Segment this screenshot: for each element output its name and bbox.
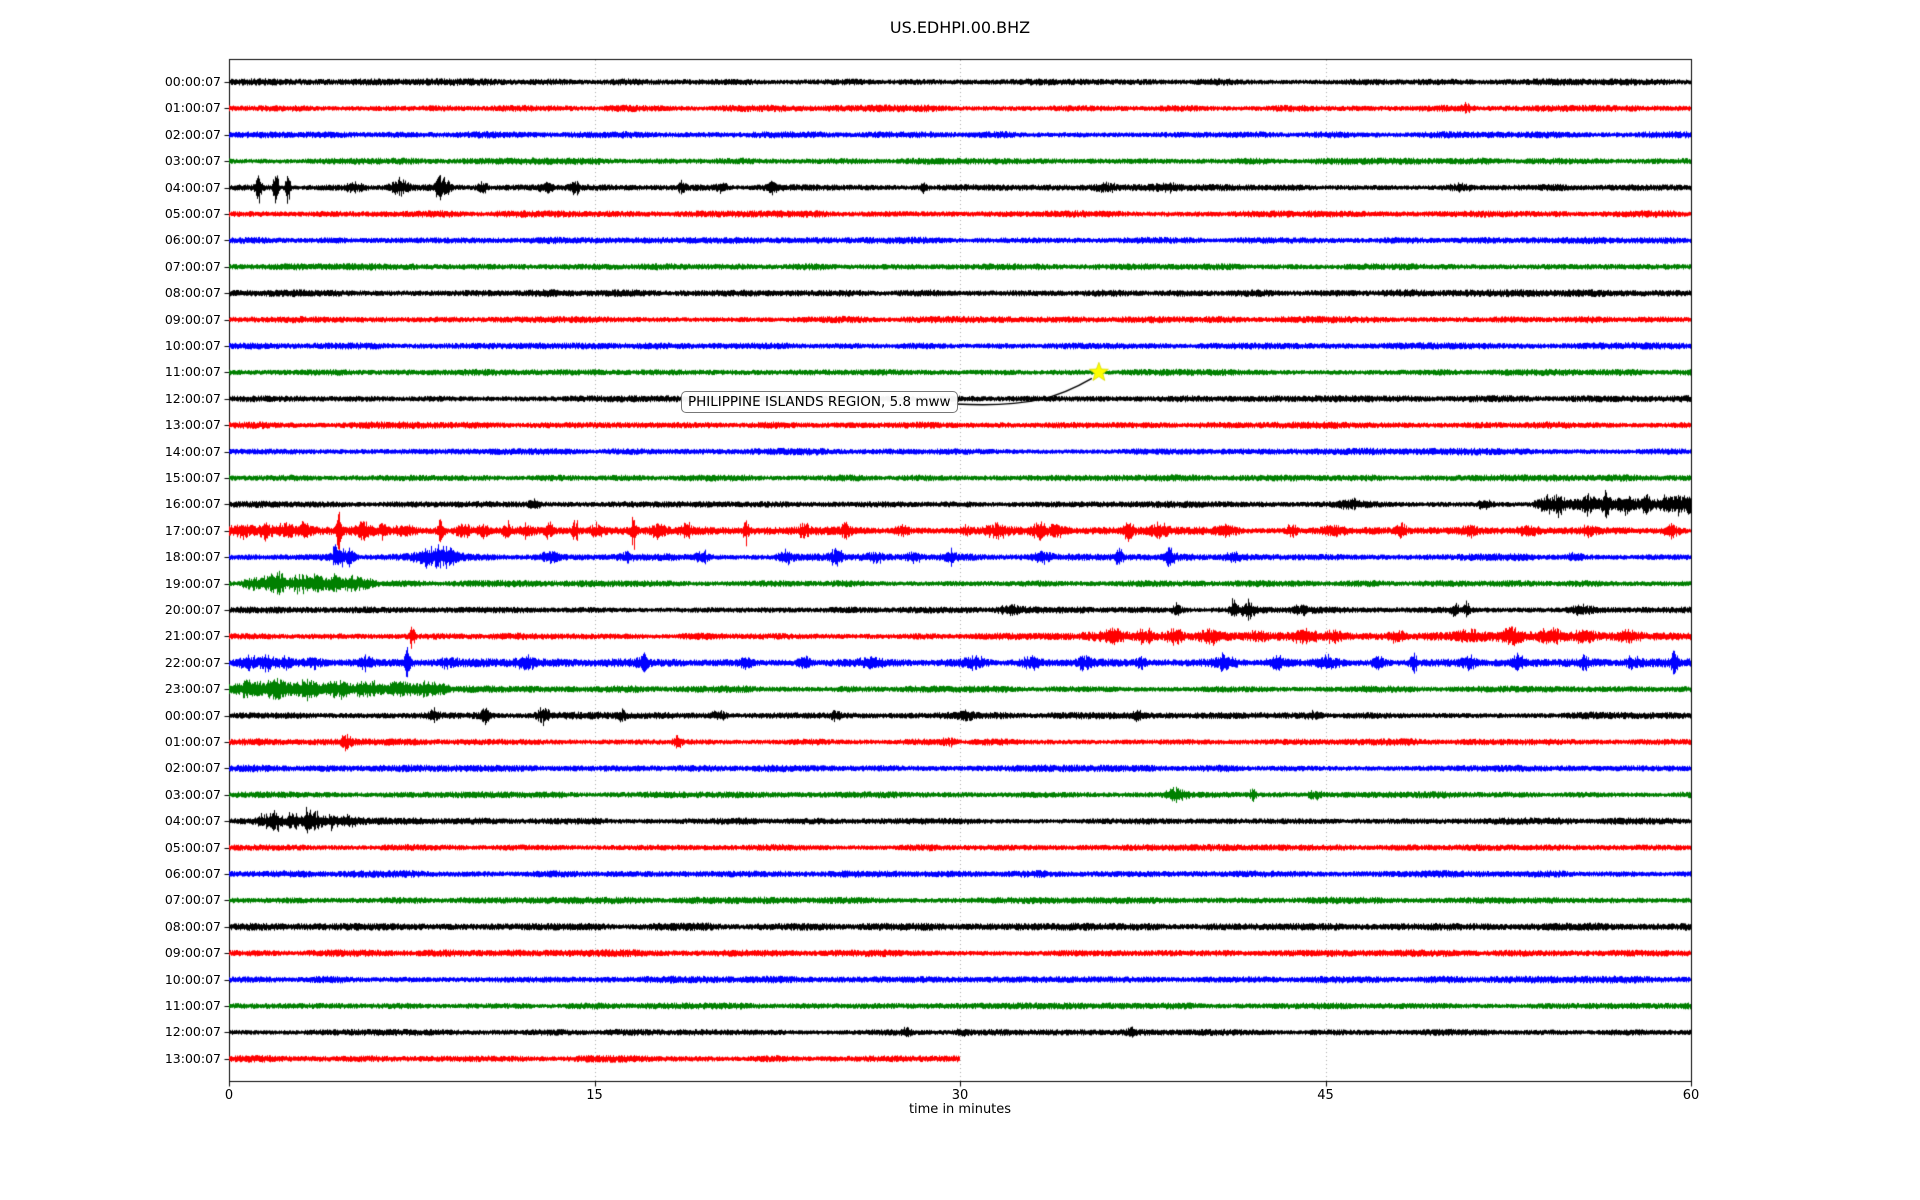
row-label: 04:00:07 (164, 179, 221, 195)
xtick-label: 15 (586, 1088, 603, 1103)
row-label: 06:00:07 (164, 232, 221, 248)
row-label: 12:00:07 (164, 390, 221, 406)
row-label: 11:00:07 (164, 364, 221, 380)
xtick-label: 30 (951, 1088, 969, 1103)
row-label: 02:00:07 (164, 126, 221, 142)
row-label: 22:00:07 (164, 654, 221, 670)
row-label: 03:00:07 (164, 786, 221, 802)
row-label: 13:00:07 (164, 1050, 221, 1066)
row-label: 18:00:07 (164, 549, 221, 565)
row-label: 00:00:07 (164, 74, 221, 89)
row-label: 02:00:07 (164, 760, 221, 776)
row-label: 13:00:07 (164, 417, 221, 433)
row-label: 12:00:07 (164, 1024, 221, 1040)
row-label: 19:00:07 (164, 575, 221, 591)
xtick-label: 45 (1317, 1088, 1334, 1103)
row-label: 00:00:07 (164, 707, 221, 723)
row-label: 16:00:07 (164, 496, 221, 512)
row-label: 11:00:07 (164, 998, 221, 1013)
row-label: 05:00:07 (164, 839, 221, 855)
event-annotation-label: PHILIPPINE ISLANDS REGION, 5.8 mww (681, 391, 958, 413)
row-label: 10:00:07 (164, 338, 221, 353)
row-label: 20:00:07 (164, 602, 221, 617)
row-label: 17:00:07 (164, 522, 221, 538)
row-label: 08:00:07 (164, 285, 221, 301)
row-label: 07:00:07 (164, 258, 221, 274)
row-label: 08:00:07 (164, 918, 221, 934)
row-label: 01:00:07 (164, 100, 221, 116)
row-label: 03:00:07 (164, 153, 221, 169)
row-label: 05:00:07 (164, 206, 221, 221)
plot-title: US.EDHPI.00.BHZ (889, 18, 1031, 37)
row-label: 15:00:07 (164, 470, 221, 485)
row-label: 04:00:07 (164, 813, 221, 829)
xtick-label: 0 (224, 1088, 234, 1103)
row-label: 21:00:07 (164, 628, 221, 644)
row-label: 10:00:07 (164, 971, 221, 987)
row-label: 09:00:07 (164, 945, 221, 961)
row-label: 07:00:07 (164, 892, 221, 908)
row-label: 09:00:07 (164, 311, 221, 327)
row-label: 14:00:07 (164, 443, 221, 459)
row-label: 06:00:07 (164, 866, 221, 881)
xtick-label: 60 (1682, 1088, 1700, 1103)
x-axis-label: time in minutes (908, 1102, 1012, 1117)
row-label: 01:00:07 (164, 734, 221, 749)
row-label: 23:00:07 (164, 681, 221, 697)
